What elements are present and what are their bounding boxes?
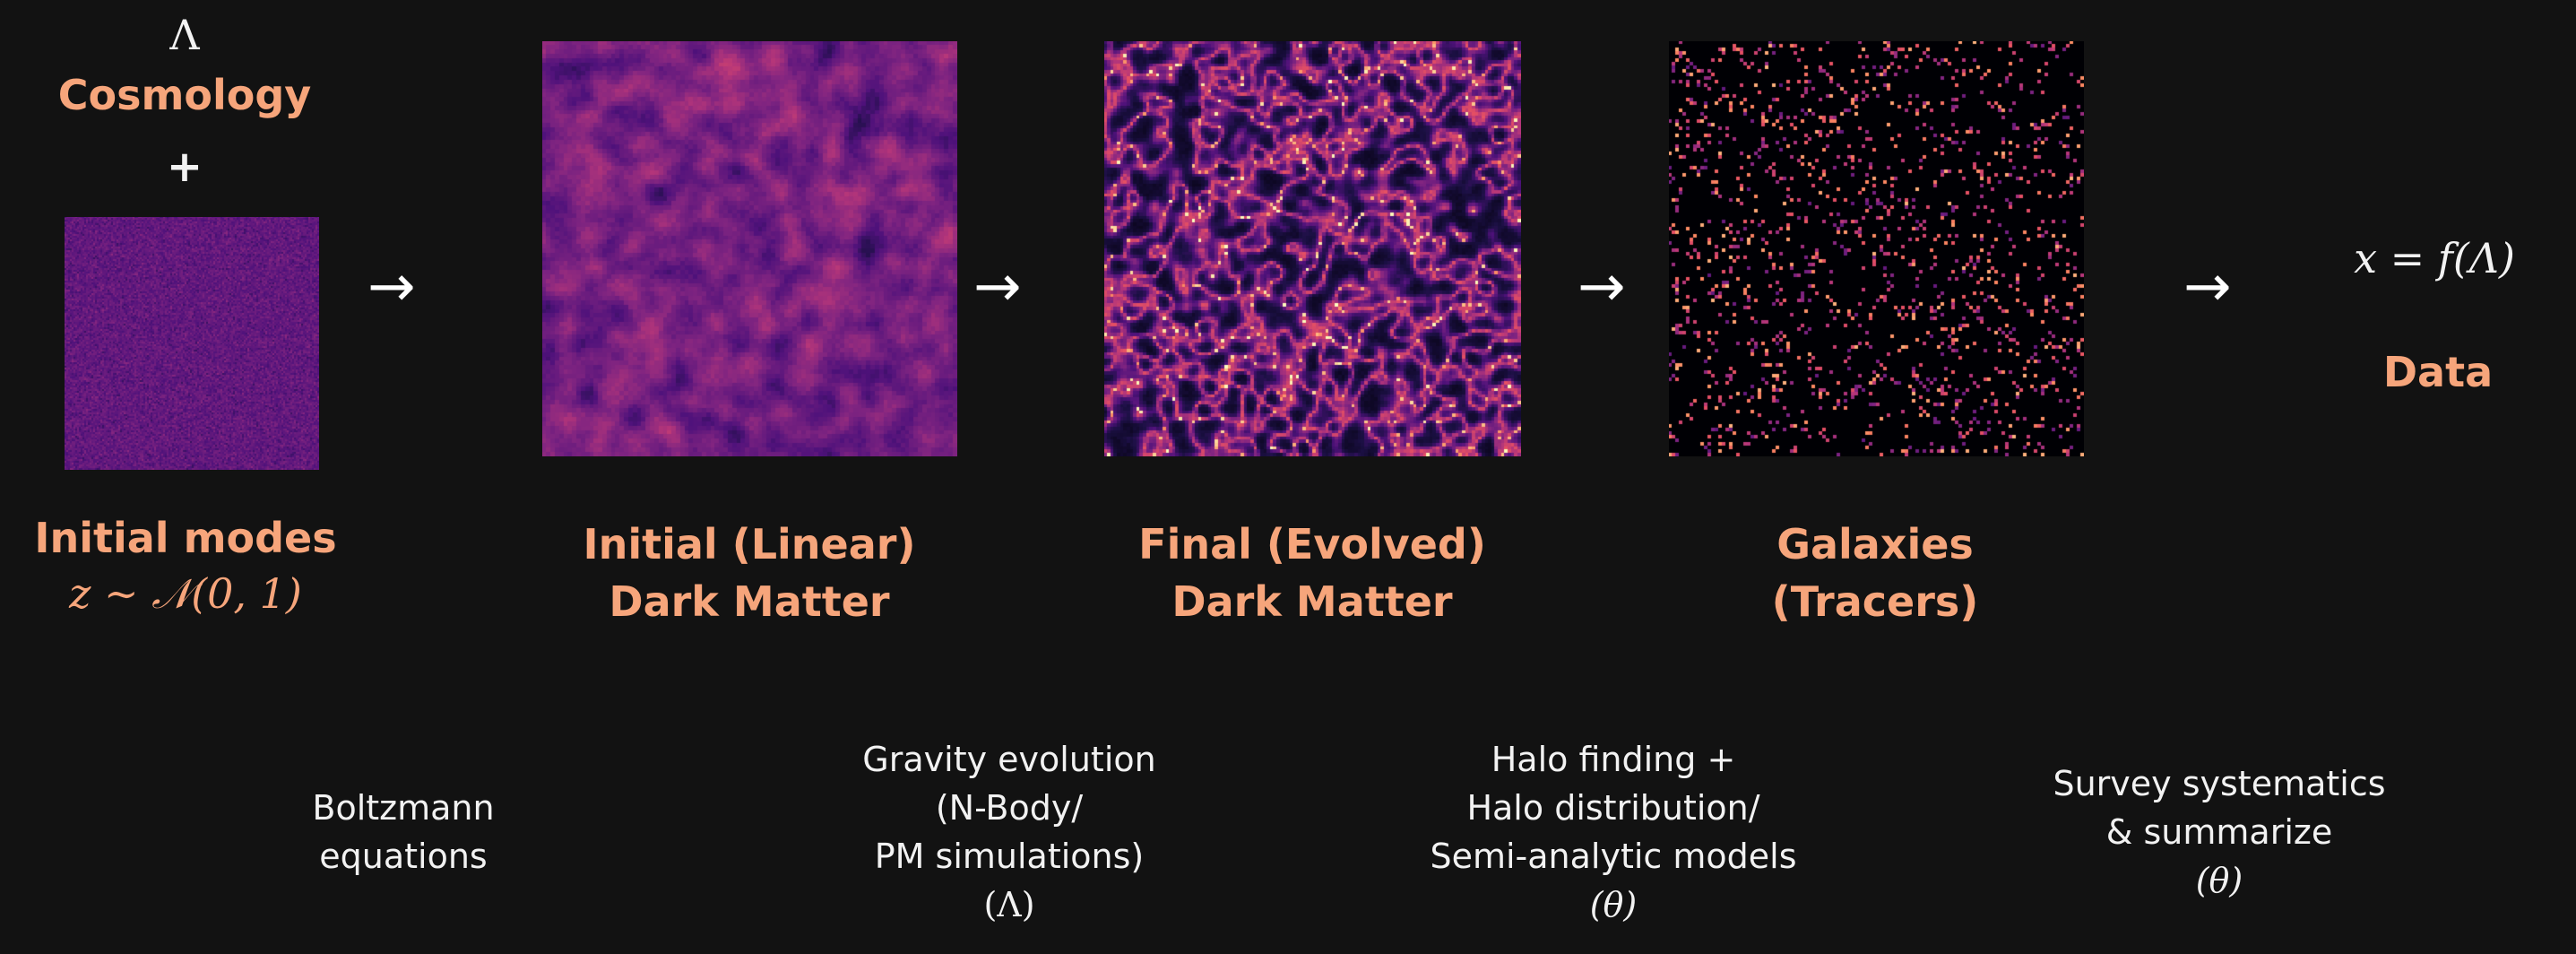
linear-dark-matter-image <box>542 41 957 456</box>
stage-linear-dm-line1: Initial (Linear) <box>583 520 916 568</box>
process-halo-line2: Halo distribution/ <box>1466 788 1760 828</box>
process-boltzmann-line1: Boltzmann <box>312 788 495 828</box>
stage-galaxies-line2: (Tracers) <box>1771 577 1979 626</box>
process-halo-line1: Halo finding + <box>1491 740 1736 779</box>
stage-evolved-dm-line2: Dark Matter <box>1171 577 1453 626</box>
output-equation: x = f(Λ) <box>2354 234 2515 282</box>
arrow-3: → <box>1578 254 1626 320</box>
arrow-1: → <box>367 254 416 320</box>
process-survey-line3: (θ) <box>2195 861 2243 900</box>
process-boltzmann: Boltzmann equations <box>312 784 494 880</box>
plus-sign: + <box>166 142 203 192</box>
arrow-2: → <box>973 254 1022 320</box>
process-survey-line2: & summarize <box>2105 812 2333 852</box>
process-gravity-line2: (N-Body/ <box>935 788 1084 828</box>
process-survey: Survey systematics & summarize (θ) <box>2053 759 2385 905</box>
process-gravity-line3: PM simulations) <box>874 837 1145 876</box>
process-gravity: Gravity evolution (N-Body/ PM simulation… <box>862 735 1155 929</box>
stage-evolved-dm-line1: Final (Evolved) <box>1138 520 1486 568</box>
process-halo: Halo finding + Halo distribution/ Semi-a… <box>1430 735 1796 929</box>
process-halo-line4: (θ) <box>1589 885 1638 924</box>
initial-modes-image <box>65 217 319 470</box>
stage-galaxies-line1: Galaxies <box>1776 520 1974 568</box>
stage-initial-modes-formula: z ∼ 𝒩(0, 1) <box>69 569 302 618</box>
galaxies-image <box>1669 41 2084 456</box>
lambda-symbol: Λ <box>169 11 200 59</box>
process-gravity-line1: Gravity evolution <box>862 740 1156 779</box>
stage-linear-dm-line2: Dark Matter <box>609 577 890 626</box>
output-data-label: Data <box>2382 348 2494 396</box>
arrow-4: → <box>2183 254 2232 320</box>
stage-initial-modes-title: Initial modes <box>34 514 337 562</box>
process-boltzmann-line2: equations <box>319 837 488 876</box>
cosmology-label: Cosmology <box>57 71 312 119</box>
process-survey-line1: Survey systematics <box>2053 764 2386 803</box>
evolved-dark-matter-image <box>1104 41 1521 456</box>
process-gravity-line4: (Λ) <box>983 885 1035 924</box>
process-halo-line3: Semi-analytic models <box>1430 837 1797 876</box>
